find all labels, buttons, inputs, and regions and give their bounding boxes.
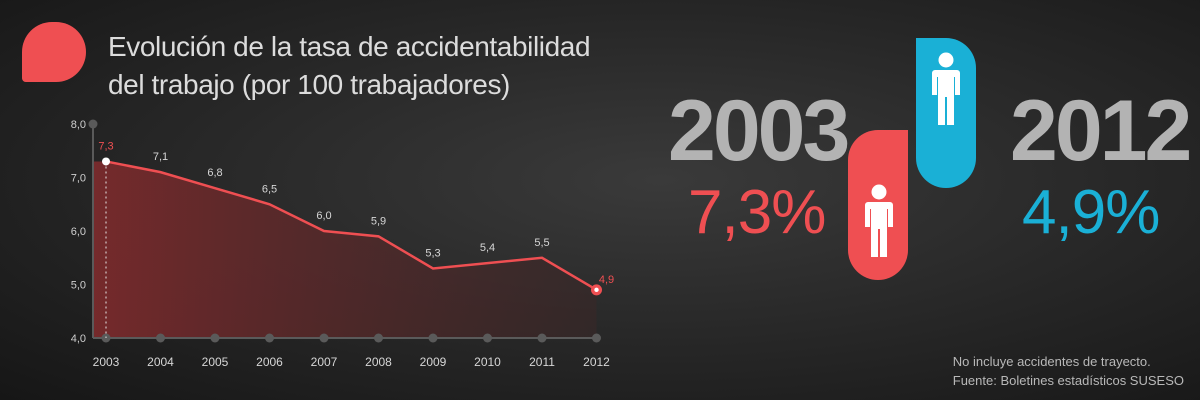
chart-title: Evolución de la tasa de accidentabilidad… — [108, 28, 591, 104]
x-axis-dot — [592, 333, 601, 343]
person-icon — [932, 52, 960, 125]
data-label: 5,3 — [425, 247, 440, 259]
chart-title-line2: del trabajo (por 100 trabajadores) — [108, 69, 510, 100]
x-axis-dot — [537, 333, 547, 343]
footnote-source: Fuente: Boletines estadísticos SUSESO — [952, 373, 1184, 388]
x-tick-label: 2009 — [420, 355, 447, 369]
area-fill — [93, 161, 597, 338]
y-axis-cap — [88, 119, 98, 129]
data-label: 5,9 — [371, 215, 386, 227]
person-icon — [865, 184, 893, 257]
data-label: 7,3 — [98, 140, 113, 152]
highlight-value-2012: 4,9% — [1022, 178, 1160, 247]
x-axis-dot — [265, 333, 274, 343]
x-tick-label: 2005 — [202, 355, 229, 369]
data-label: 6,8 — [207, 167, 222, 179]
data-label: 6,0 — [316, 210, 331, 222]
x-axis-dot — [374, 333, 383, 343]
x-tick-label: 2012 — [583, 355, 610, 369]
data-label: 5,5 — [534, 237, 549, 249]
data-label: 7,1 — [153, 151, 168, 163]
end-point-marker-center — [594, 287, 599, 293]
x-tick-label: 2007 — [311, 355, 338, 369]
start-point-marker — [102, 157, 110, 166]
x-axis-dot — [210, 333, 220, 343]
y-tick-label: 4,0 — [71, 333, 86, 345]
x-axis-dot — [319, 333, 329, 343]
x-axis-dot — [428, 333, 438, 343]
y-tick-label: 6,0 — [71, 226, 86, 238]
y-tick-label: 8,0 — [71, 119, 86, 131]
data-label: 5,4 — [480, 242, 495, 254]
highlight-value-2003: 7,3% — [688, 178, 826, 247]
footnote: No incluye accidentes de trayecto. Fuent… — [953, 352, 1184, 390]
x-tick-label: 2010 — [474, 355, 501, 369]
highlight-year-2012: 2012 — [1010, 83, 1192, 179]
highlight-year-2003: 2003 — [668, 83, 850, 179]
x-tick-label: 2003 — [93, 355, 120, 369]
x-tick-label: 2008 — [365, 355, 392, 369]
data-label: 6,5 — [262, 183, 277, 195]
y-tick-label: 5,0 — [71, 280, 86, 292]
data-label: 4,9 — [599, 274, 614, 286]
line-chart: 4,0 5,0 6,0 7,0 8,0 2003 2004 2005 2006 2007 2008 2… — [71, 119, 614, 369]
x-tick-label: 2004 — [147, 355, 174, 369]
x-tick-label: 2006 — [256, 355, 283, 369]
footnote-note: No incluye accidentes de trayecto. — [952, 354, 1151, 369]
x-axis-dot — [156, 333, 165, 343]
speech-bubble-icon — [22, 22, 86, 82]
y-tick-label: 7,0 — [71, 173, 86, 185]
series-line — [105, 160, 598, 291]
x-tick-label: 2011 — [529, 355, 555, 369]
chart-title-line1: Evolución de la tasa de accidentabilidad — [108, 31, 591, 62]
x-axis-dot — [483, 333, 492, 343]
